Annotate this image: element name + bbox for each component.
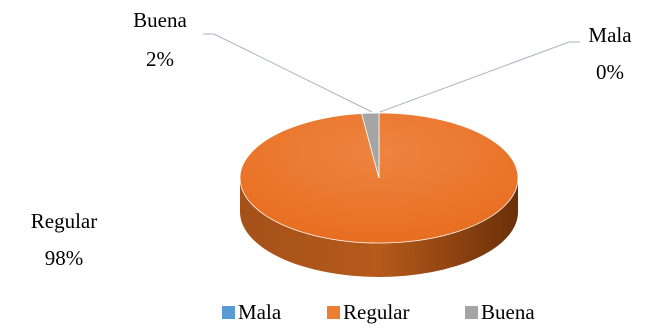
legend-swatch-buena [465, 306, 478, 319]
data-label-regular-name: Regular [31, 209, 97, 233]
leader-line-mala [379, 41, 580, 113]
legend: Mala Regular Buena [222, 300, 535, 324]
data-label-mala-name: Mala [588, 23, 632, 47]
legend-swatch-mala [222, 306, 235, 319]
data-label-mala-value: 0% [596, 60, 624, 84]
legend-label-mala: Mala [238, 300, 282, 324]
legend-label-regular: Regular [343, 300, 409, 324]
pie-side-wall [240, 178, 518, 277]
data-label-buena-name: Buena [133, 8, 187, 32]
leader-line-buena [203, 33, 373, 113]
pie-slice-buena [361, 112, 380, 179]
data-label-regular-value: 98% [45, 246, 84, 270]
data-label-buena-value: 2% [146, 47, 174, 71]
legend-swatch-regular [327, 306, 340, 319]
legend-label-buena: Buena [481, 300, 535, 324]
pie-plot-area [239, 112, 519, 277]
